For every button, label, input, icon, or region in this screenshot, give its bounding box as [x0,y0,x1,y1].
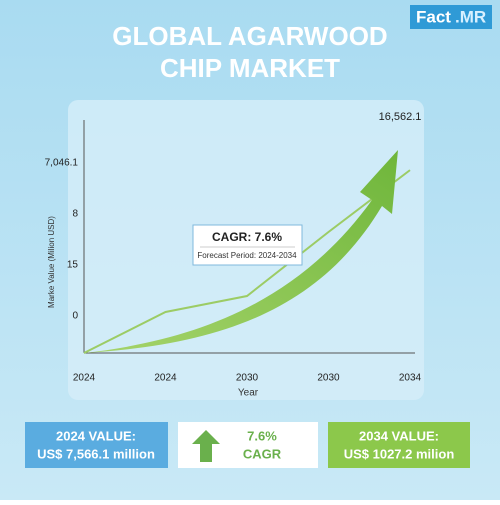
y-axis-title: Marke Value (Milion USD) [47,216,56,308]
summary-value: CAGR [243,446,282,461]
cagr-title: CAGR: 7.6% [212,230,282,244]
x-tick-label: 2024 [73,373,96,384]
x-tick-label: 2030 [317,373,340,384]
x-tick-label: 2024 [154,373,177,384]
summary-label: 2034 VALUE: [359,428,439,443]
logo-box [410,5,492,29]
summary-box [328,422,470,468]
y-tick-label: 7,046.1 [45,158,79,169]
cagr-box [192,224,303,266]
x-axis-title: Year [238,388,259,399]
title-line: CHIP MARKET [160,53,340,83]
summary-box [25,422,168,468]
growth-arrow [84,150,398,353]
annotation: 16,562.1 [379,111,422,123]
y-tick-label: 0 [72,311,78,322]
summary-label: 2024 VALUE: [56,428,136,443]
y-tick-label: 15 [67,260,79,271]
summary-value: US$ 7,566.1 million [37,446,155,461]
summary-value: US$ 1027.2 milion [344,446,455,461]
cagr-subtitle: Forecast Period: 2024-2034 [197,251,297,260]
title-line: GLOBAL AGARWOOD [112,21,387,51]
data-line [83,169,411,354]
x-tick-label: 2034 [399,373,422,384]
logo-main: Fact [416,7,451,26]
logo-suffix: .MR [455,7,486,26]
y-tick-label: 8 [72,209,78,220]
summary-label: 7.6% [247,428,277,443]
up-arrow [192,430,220,462]
x-tick-label: 2030 [236,373,259,384]
